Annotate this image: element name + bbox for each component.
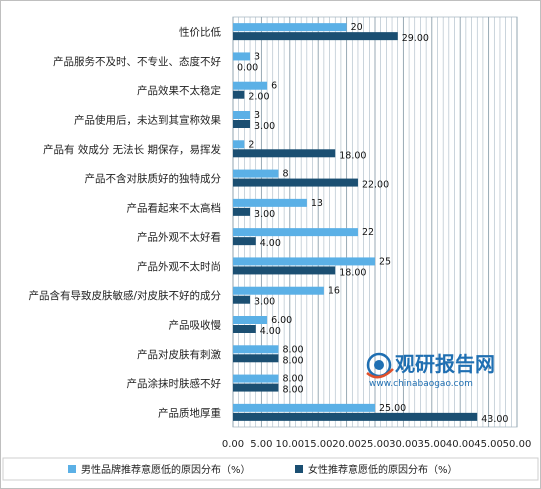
bar-female xyxy=(233,207,251,216)
legend-label-female: 女性推荐意愿低的原因分布（%） xyxy=(308,463,458,476)
category-label: 产品外观不太时尚 xyxy=(137,260,221,273)
bar-male xyxy=(233,228,358,237)
legend-box xyxy=(2,457,539,481)
value-label-female: 8.00 xyxy=(282,385,303,396)
value-label-male: 6.00 xyxy=(271,315,292,326)
value-label-male: 2 xyxy=(248,139,254,150)
bar-female xyxy=(233,90,245,99)
bar-male xyxy=(233,198,307,207)
value-label-male: 8.00 xyxy=(282,374,303,385)
grid-lines xyxy=(232,16,518,428)
value-label-female: 43.00 xyxy=(481,414,508,425)
value-label-female: 3.00 xyxy=(254,297,275,308)
value-label-female: 3.00 xyxy=(254,209,275,220)
value-label-male: 8.00 xyxy=(282,344,303,355)
category-label: 产品有 效成分 无法长 期保存，易挥发 xyxy=(43,143,222,156)
bar-male xyxy=(233,140,245,149)
value-label-male: 16 xyxy=(328,286,340,297)
x-tick-label: 0.00 xyxy=(222,439,244,450)
watermark-logo-icon xyxy=(366,352,394,379)
value-label-male: 25 xyxy=(379,256,391,267)
bar-male xyxy=(233,345,279,354)
category-label: 产品效果不太稳定 xyxy=(137,84,221,97)
watermark-brand: 观研报告网 xyxy=(395,352,495,376)
value-label-female: 18.00 xyxy=(339,150,366,161)
x-tick-label: 5.00 xyxy=(250,439,272,450)
x-tick-label: 15.00 xyxy=(304,439,333,450)
bar-male xyxy=(233,257,375,266)
value-label-female: 4.00 xyxy=(260,238,281,249)
watermark: 观研报告网 www.chinabaogao.com xyxy=(366,352,495,389)
bar-female xyxy=(233,178,358,187)
watermark-url: www.chinabaogao.com xyxy=(369,379,473,389)
bar-male xyxy=(233,374,279,383)
x-tick-label: 10.00 xyxy=(275,439,304,450)
value-label-female: 0.00 xyxy=(237,62,258,73)
category-label: 产品看起来不太高档 xyxy=(127,201,222,214)
category-label: 产品外观不太好看 xyxy=(137,231,221,244)
bar-female xyxy=(233,354,279,363)
bar-male xyxy=(233,169,279,178)
bar-male xyxy=(233,286,324,295)
value-label-male: 20 xyxy=(351,22,363,33)
value-label-female: 22.00 xyxy=(362,180,389,191)
value-label-female: 8.00 xyxy=(282,355,303,366)
bar-male xyxy=(233,403,375,412)
category-label: 产品使用后，未达到其宣称效果 xyxy=(74,114,221,127)
bar-male xyxy=(233,316,268,324)
category-label: 产品服务不及时、不专业、态度不好 xyxy=(53,55,221,68)
x-tick-label: 50.00 xyxy=(503,439,532,450)
bar-female xyxy=(233,412,478,421)
value-label-female: 29.00 xyxy=(402,33,429,44)
legend-swatch-male xyxy=(68,465,76,473)
category-label: 性价比低 xyxy=(179,26,221,39)
value-label-male: 8 xyxy=(282,169,288,180)
bar-male xyxy=(233,52,251,61)
category-labels: 性价比低产品服务不及时、不专业、态度不好产品效果不太稳定产品使用后，未达到其宣称… xyxy=(28,26,221,420)
value-label-female: 4.00 xyxy=(260,326,281,337)
bar-female xyxy=(233,237,256,246)
bar-female xyxy=(233,149,336,158)
value-label-male: 13 xyxy=(311,198,323,209)
value-label-male: 6 xyxy=(271,81,277,92)
value-label-female: 3.00 xyxy=(254,121,275,132)
value-label-female: 18.00 xyxy=(339,267,366,278)
value-label-male: 25.00 xyxy=(379,403,406,414)
bar-male xyxy=(233,81,268,90)
x-tick-label: 45.00 xyxy=(474,439,503,450)
x-tick-label: 20.00 xyxy=(332,439,361,450)
legend-label-male: 男性品牌推荐意愿低的原因分布（%） xyxy=(81,463,251,476)
bars xyxy=(233,23,478,421)
bar-female xyxy=(233,325,256,333)
category-label: 产品不含对肤质好的独特成分 xyxy=(85,172,222,185)
bar-male xyxy=(233,23,347,32)
bar-female xyxy=(233,383,279,392)
legend-swatch-female xyxy=(295,465,303,473)
bar-male xyxy=(233,111,251,119)
bar-female xyxy=(233,120,251,128)
legend: 男性品牌推荐意愿低的原因分布（%） 女性推荐意愿低的原因分布（%） xyxy=(2,457,539,481)
value-label-female: 2.00 xyxy=(248,92,269,103)
category-label: 产品涂抹时肤感不好 xyxy=(127,377,222,390)
category-label: 产品吸收慢 xyxy=(169,319,222,332)
bar-female xyxy=(233,32,398,41)
category-label: 产品含有导致皮肤敏感/对皮肤不好的成分 xyxy=(28,289,221,302)
category-label: 产品质地厚重 xyxy=(158,406,221,419)
x-tick-label: 25.00 xyxy=(361,439,390,450)
x-tick-label: 35.00 xyxy=(417,439,446,450)
value-labels: 2029.0030.0062.0033.00218.00822.00133.00… xyxy=(237,22,508,425)
bar-female xyxy=(233,266,336,275)
x-tick-label: 30.00 xyxy=(389,439,418,450)
x-axis-ticks: 0.00 5.00 10.00 15.00 20.00 25.00 30.00 35.00 40… xyxy=(222,439,531,450)
category-label: 产品对皮肤有刺激 xyxy=(137,348,221,361)
value-label-male: 22 xyxy=(362,227,374,238)
bar-female xyxy=(233,295,251,304)
x-tick-label: 40.00 xyxy=(446,439,475,450)
value-label-male: 3 xyxy=(254,51,260,62)
value-label-male: 3 xyxy=(254,110,260,121)
